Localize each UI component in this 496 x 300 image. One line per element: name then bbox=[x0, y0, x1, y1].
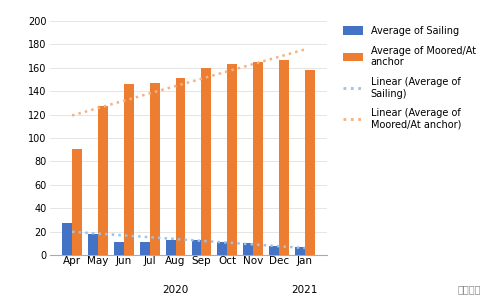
Bar bbox=[176, 78, 186, 255]
Bar bbox=[88, 234, 98, 255]
Legend: Average of Sailing, Average of Moored/At
anchor, Linear (Average of
Sailing), Li: Average of Sailing, Average of Moored/At… bbox=[343, 26, 476, 130]
Bar bbox=[98, 106, 108, 255]
Bar bbox=[244, 243, 253, 255]
Bar bbox=[295, 247, 305, 255]
Bar bbox=[253, 62, 263, 255]
Bar bbox=[191, 240, 201, 255]
Text: 2021: 2021 bbox=[292, 285, 318, 296]
Bar bbox=[72, 148, 82, 255]
Bar bbox=[279, 60, 289, 255]
Text: 信德海事: 信德海事 bbox=[458, 284, 481, 294]
Bar bbox=[201, 68, 211, 255]
Bar bbox=[217, 242, 227, 255]
Bar bbox=[227, 64, 237, 255]
Bar bbox=[150, 83, 160, 255]
Bar bbox=[140, 242, 150, 255]
Bar bbox=[305, 70, 315, 255]
Bar bbox=[269, 246, 279, 255]
Bar bbox=[62, 224, 72, 255]
Bar bbox=[124, 84, 133, 255]
Bar bbox=[166, 240, 176, 255]
Text: 2020: 2020 bbox=[162, 285, 188, 296]
Bar bbox=[114, 242, 124, 255]
